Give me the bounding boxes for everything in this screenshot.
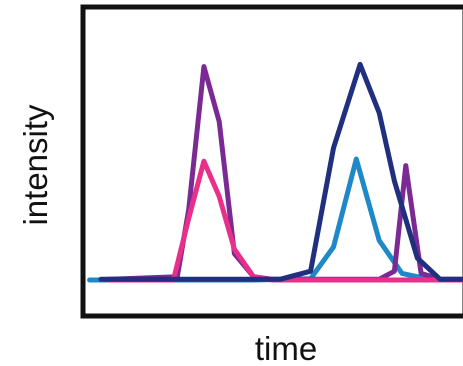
plot-frame (80, 4, 463, 319)
y-axis-label: intensity (17, 104, 54, 226)
x-axis-label: time (255, 330, 317, 366)
series-line-4 (98, 61, 463, 282)
series-layer (87, 61, 463, 283)
